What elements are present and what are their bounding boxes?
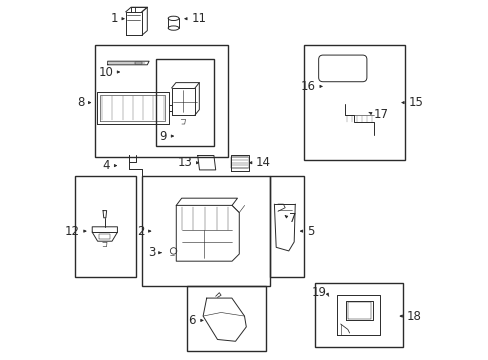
Text: 2: 2	[137, 225, 144, 238]
Text: 10: 10	[98, 66, 113, 78]
Text: 13: 13	[177, 156, 192, 169]
Bar	[303, 45, 404, 160]
Bar	[314, 283, 402, 347]
Text: 9: 9	[159, 130, 167, 143]
Bar	[269, 176, 303, 277]
Bar	[186, 286, 265, 351]
Text: 3: 3	[148, 246, 155, 259]
Text: 11: 11	[191, 12, 206, 25]
Text: 5: 5	[306, 225, 313, 238]
Text: 7: 7	[289, 212, 296, 225]
Text: 15: 15	[407, 96, 422, 109]
Bar	[156, 59, 213, 146]
Bar	[95, 45, 228, 157]
Bar	[142, 176, 269, 286]
Text: 16: 16	[300, 80, 315, 93]
Text: 8: 8	[77, 96, 84, 109]
Text: 12: 12	[64, 225, 80, 238]
Text: 6: 6	[188, 314, 196, 327]
Text: 18: 18	[406, 310, 421, 323]
Text: 14: 14	[256, 156, 270, 169]
Text: 17: 17	[373, 108, 387, 121]
Text: 1: 1	[110, 12, 118, 25]
Text: 4: 4	[102, 159, 109, 172]
Bar	[75, 176, 136, 277]
Text: 19: 19	[311, 286, 326, 299]
